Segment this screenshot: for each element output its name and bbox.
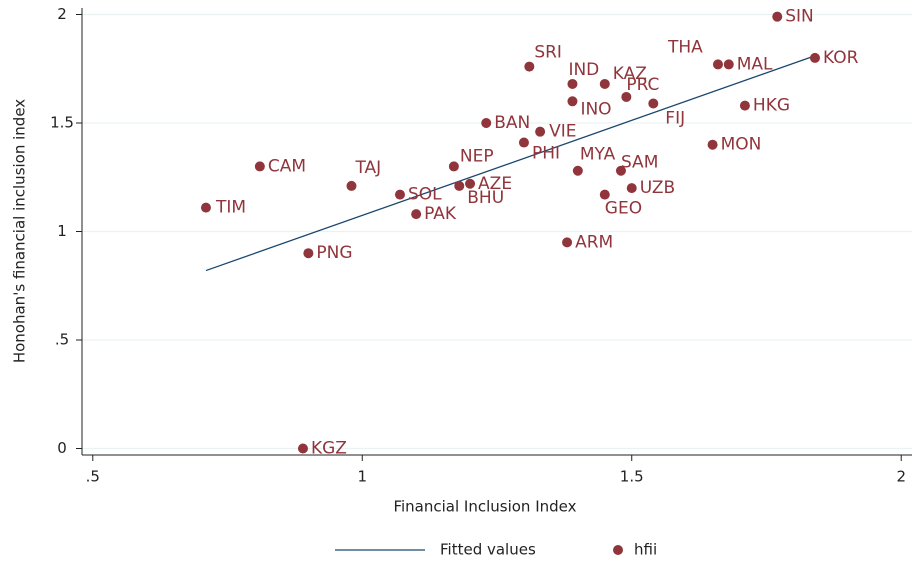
point	[626, 183, 637, 194]
point	[621, 91, 632, 102]
x-tick-label: 2	[896, 468, 906, 486]
point	[648, 98, 659, 109]
point	[599, 78, 610, 89]
y-tick-label: 2	[57, 5, 67, 23]
y-tick-label: 1.5	[50, 114, 74, 132]
point	[615, 165, 626, 176]
x-tick-label: 1	[357, 468, 367, 486]
point-label: KGZ	[311, 438, 347, 458]
point-label: TAJ	[354, 158, 381, 178]
point	[200, 202, 211, 213]
x-tick-label: 1.5	[620, 468, 644, 486]
point-label: THA	[667, 37, 703, 57]
y-axis-label: Honohan's financial inclusion index	[11, 99, 29, 363]
point-label: KOR	[823, 48, 859, 68]
point	[524, 61, 535, 72]
point-label: UZB	[640, 178, 675, 198]
point	[303, 248, 314, 259]
point-label: NEP	[460, 146, 494, 166]
point-label: PNG	[316, 243, 352, 263]
point-label: IND	[568, 60, 599, 80]
point	[465, 178, 476, 189]
point	[599, 189, 610, 200]
point-label: SRI	[534, 43, 562, 63]
point	[254, 161, 265, 172]
point	[572, 165, 583, 176]
point	[739, 100, 750, 111]
point-label: MYA	[580, 145, 616, 165]
legend-label: hfii	[634, 541, 657, 559]
x-tick-label: .5	[86, 468, 100, 486]
point-label: FIJ	[665, 108, 685, 128]
point	[454, 180, 465, 191]
point	[297, 443, 308, 454]
point-label: PHI	[532, 144, 560, 164]
point-label: MAL	[737, 54, 773, 74]
point	[772, 11, 783, 22]
point-label: MON	[721, 135, 762, 155]
point	[535, 126, 546, 137]
point-label: PAK	[424, 204, 457, 224]
point	[394, 189, 405, 200]
point-label: CAM	[268, 156, 306, 176]
y-tick-label: .5	[55, 330, 69, 348]
point-label: SOL	[408, 185, 442, 205]
point	[346, 180, 357, 191]
point-label: ARM	[575, 232, 613, 252]
point	[567, 96, 578, 107]
point	[712, 59, 723, 70]
point-label: VIE	[549, 122, 576, 142]
point	[481, 118, 492, 129]
legend-marker	[613, 545, 623, 555]
point-label: PRC	[626, 75, 659, 95]
y-tick-label: 1	[57, 222, 67, 240]
point	[707, 139, 718, 150]
point-label: AZE	[478, 174, 512, 194]
point-label: HKG	[753, 96, 790, 116]
point	[518, 137, 529, 148]
point-label: KAZ	[613, 64, 647, 84]
point	[411, 209, 422, 220]
point	[809, 52, 820, 63]
point-label: BHU	[467, 188, 504, 208]
point-label: SAM	[621, 153, 658, 173]
point-label: SIN	[785, 7, 814, 27]
x-axis-label: Financial Inclusion Index	[393, 498, 576, 516]
fitted-line	[205, 55, 816, 272]
point	[567, 78, 578, 89]
point	[448, 161, 459, 172]
y-tick-label: 0	[57, 439, 67, 457]
point	[562, 237, 573, 248]
point	[723, 59, 734, 70]
point-label: TIM	[215, 198, 246, 218]
point-label: BAN	[494, 113, 530, 133]
point-label: INO	[580, 99, 611, 119]
legend-label: Fitted values	[440, 541, 536, 559]
point-label: GEO	[605, 199, 642, 219]
